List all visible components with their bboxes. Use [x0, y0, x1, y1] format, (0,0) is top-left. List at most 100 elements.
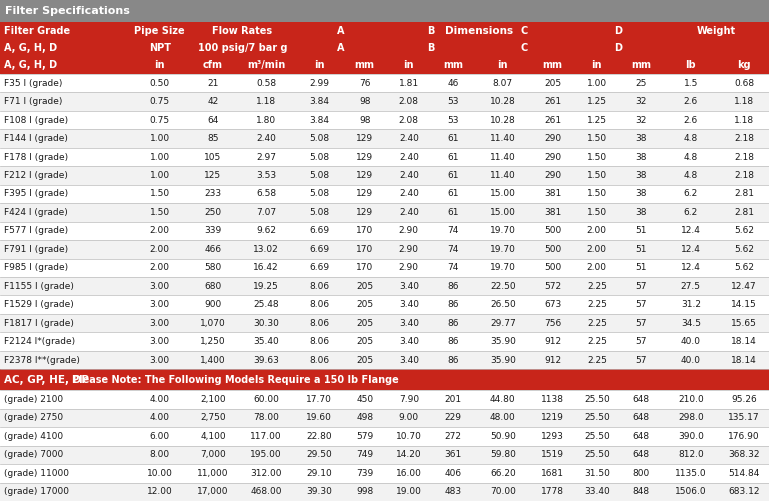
Text: 2.08: 2.08 [399, 97, 419, 106]
Text: cfm: cfm [203, 60, 223, 70]
Text: 1.50: 1.50 [587, 208, 607, 217]
Text: 648: 648 [632, 450, 650, 459]
Text: 1681: 1681 [541, 469, 564, 478]
Text: 25.50: 25.50 [584, 395, 610, 404]
Text: 10.28: 10.28 [490, 97, 516, 106]
Text: 129: 129 [356, 134, 373, 143]
Text: F178 I (grade): F178 I (grade) [4, 152, 68, 161]
Bar [0, 369, 769, 390]
Bar [0, 277, 769, 296]
Text: 31.2: 31.2 [681, 300, 701, 309]
Text: 5.62: 5.62 [734, 226, 754, 235]
Text: 15.00: 15.00 [490, 208, 516, 217]
Text: 290: 290 [544, 171, 561, 180]
Text: 1.81: 1.81 [399, 79, 419, 88]
Text: 70.00: 70.00 [490, 487, 516, 496]
Text: 61: 61 [448, 134, 459, 143]
Text: 19.00: 19.00 [396, 487, 421, 496]
Bar [0, 464, 769, 482]
Text: 61: 61 [448, 189, 459, 198]
Text: 19.60: 19.60 [306, 413, 332, 422]
Text: 1.80: 1.80 [256, 116, 276, 125]
Bar [0, 22, 769, 74]
Text: 2.00: 2.00 [587, 263, 607, 272]
Text: 2.40: 2.40 [399, 171, 419, 180]
Text: A, G, H, D: A, G, H, D [4, 60, 57, 70]
Text: 170: 170 [356, 263, 373, 272]
Bar [0, 166, 769, 185]
Text: 25.50: 25.50 [584, 432, 610, 441]
Text: 498: 498 [356, 413, 373, 422]
Text: 2.40: 2.40 [399, 208, 419, 217]
Bar [0, 409, 769, 427]
Text: in: in [314, 60, 325, 70]
Text: 64: 64 [207, 116, 218, 125]
Text: 900: 900 [205, 300, 221, 309]
Text: 195.00: 195.00 [251, 450, 282, 459]
Text: 4,100: 4,100 [200, 432, 226, 441]
Text: 261: 261 [544, 97, 561, 106]
Text: 19.70: 19.70 [490, 245, 516, 254]
Text: 1.5: 1.5 [684, 79, 698, 88]
Text: 1.00: 1.00 [150, 152, 170, 161]
Text: 57: 57 [635, 319, 647, 328]
Text: 1293: 1293 [541, 432, 564, 441]
Text: (grade) 17000: (grade) 17000 [4, 487, 69, 496]
Text: 44.80: 44.80 [490, 395, 516, 404]
Text: 2.00: 2.00 [587, 226, 607, 235]
Text: 381: 381 [544, 189, 561, 198]
Text: 21: 21 [207, 79, 218, 88]
Text: in: in [155, 60, 165, 70]
Text: 61: 61 [448, 171, 459, 180]
Text: 12.4: 12.4 [681, 263, 701, 272]
Text: F144 I (grade): F144 I (grade) [4, 134, 68, 143]
Text: 1138: 1138 [541, 395, 564, 404]
Text: in: in [498, 60, 508, 70]
Text: (grade) 2750: (grade) 2750 [4, 413, 63, 422]
Text: 2.40: 2.40 [399, 152, 419, 161]
Text: 22.80: 22.80 [307, 432, 332, 441]
Text: 290: 290 [544, 152, 561, 161]
Text: 38: 38 [635, 208, 647, 217]
Text: 210.0: 210.0 [678, 395, 704, 404]
Text: 2.25: 2.25 [587, 300, 607, 309]
Text: 6.69: 6.69 [309, 263, 329, 272]
Text: 1.50: 1.50 [587, 189, 607, 198]
Text: 74: 74 [448, 245, 458, 254]
Text: 19.70: 19.70 [490, 226, 516, 235]
Text: 3.00: 3.00 [150, 319, 170, 328]
Text: 2,100: 2,100 [200, 395, 226, 404]
Text: 205: 205 [356, 282, 373, 291]
Bar [0, 427, 769, 445]
Text: 749: 749 [356, 450, 373, 459]
Text: F424 I (grade): F424 I (grade) [4, 208, 68, 217]
Text: 8.06: 8.06 [309, 337, 329, 346]
Text: 53: 53 [448, 97, 459, 106]
Text: 2.18: 2.18 [734, 134, 754, 143]
Text: 51: 51 [635, 263, 647, 272]
Bar [0, 93, 769, 111]
Bar [0, 221, 769, 240]
Text: 34.5: 34.5 [681, 319, 701, 328]
Text: 800: 800 [632, 469, 650, 478]
Text: 105: 105 [205, 152, 221, 161]
Text: 381: 381 [544, 208, 561, 217]
Text: 50.90: 50.90 [490, 432, 516, 441]
Text: (grade) 7000: (grade) 7000 [4, 450, 63, 459]
Text: (grade) 4100: (grade) 4100 [4, 432, 63, 441]
Text: 3.00: 3.00 [150, 356, 170, 365]
Text: 1135.0: 1135.0 [675, 469, 707, 478]
Text: 233: 233 [205, 189, 221, 198]
Text: 205: 205 [356, 337, 373, 346]
Text: 483: 483 [444, 487, 461, 496]
Text: 25.50: 25.50 [584, 450, 610, 459]
Text: 514.84: 514.84 [728, 469, 760, 478]
Text: A: A [337, 26, 345, 36]
Text: 6.2: 6.2 [684, 189, 698, 198]
Text: 500: 500 [544, 263, 561, 272]
Text: F577 I (grade): F577 I (grade) [4, 226, 68, 235]
Text: 756: 756 [544, 319, 561, 328]
Text: 30.30: 30.30 [253, 319, 279, 328]
Bar [0, 129, 769, 148]
Text: 8.06: 8.06 [309, 319, 329, 328]
